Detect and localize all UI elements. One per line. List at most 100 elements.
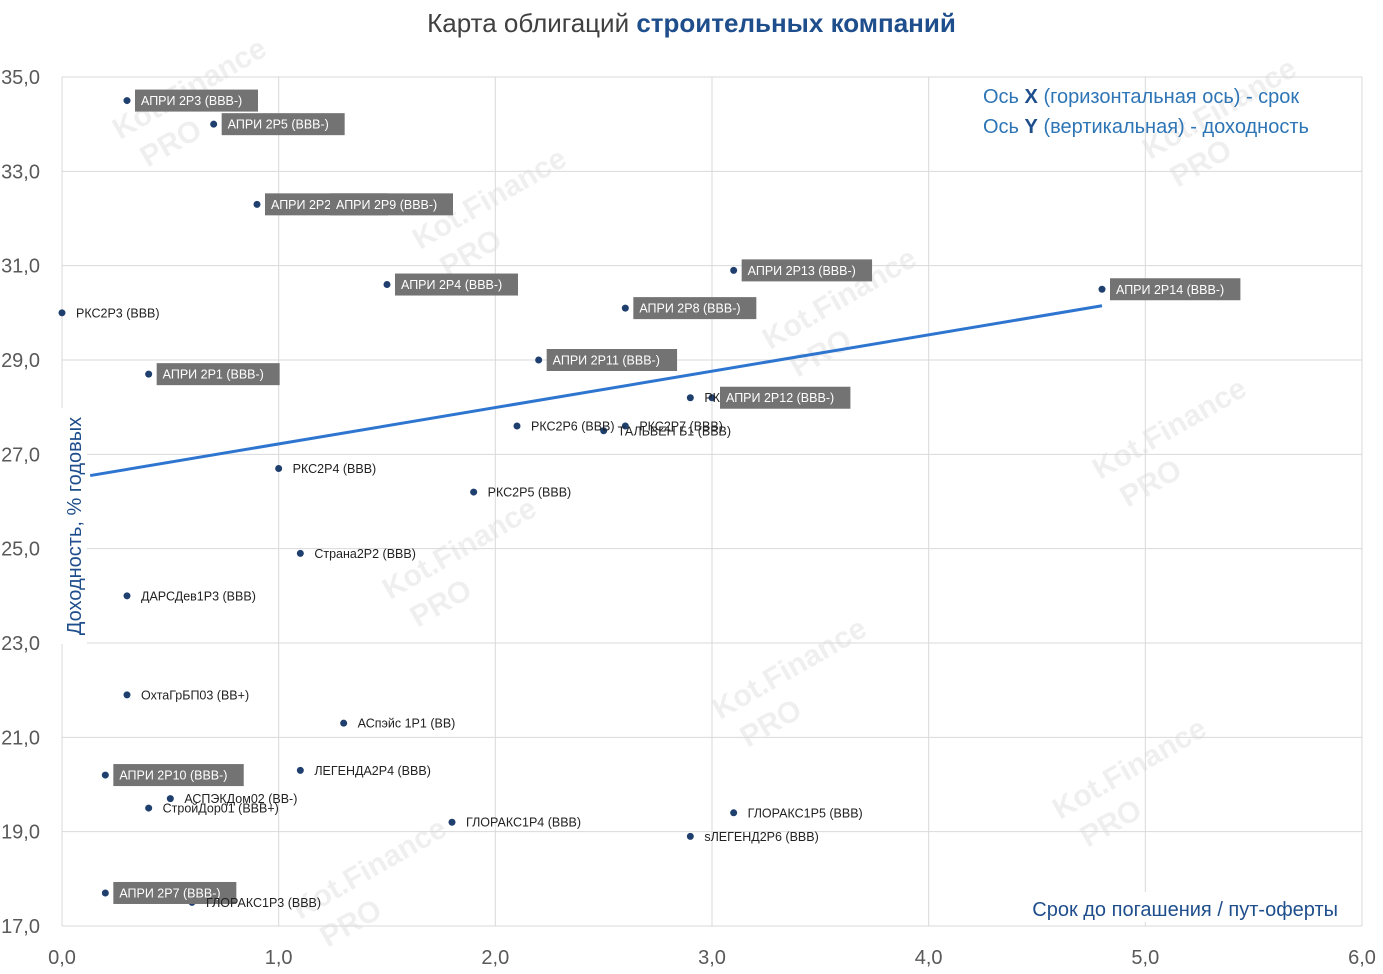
data-label: АПРИ 2Р12 (BBB-) (726, 391, 834, 405)
trend-line (89, 304, 1103, 478)
data-point (101, 771, 109, 779)
data-point (145, 804, 153, 812)
data-label-box (633, 297, 757, 320)
data-label: sЛЕГЕНД2Р6 (BBB) (704, 830, 818, 844)
data-label: АПРИ 2Р9 (BBB-) (336, 198, 437, 212)
y-axis-title-bg (61, 408, 87, 644)
data-label-box (741, 259, 873, 282)
chart-title-part2: строительных компаний (636, 8, 956, 38)
data-point (210, 120, 218, 128)
data-point (513, 422, 521, 430)
x-tick-label: 5,0 (1131, 947, 1159, 969)
data-label: ОхтаГрБП03 (BB+) (141, 688, 249, 702)
data-point (686, 394, 694, 402)
y-tick-label: 19,0 (1, 822, 40, 844)
x-tick-label: 1,0 (265, 947, 293, 969)
data-label: АПРИ 2Р8 (BBB-) (639, 302, 740, 316)
y-tick-label: 33,0 (1, 161, 40, 183)
data-label-box (156, 363, 280, 386)
data-point (101, 889, 109, 897)
data-point (621, 422, 629, 430)
data-label: АПРИ 2Р1 (BBB-) (163, 368, 264, 382)
data-point (275, 464, 283, 472)
data-point (340, 719, 348, 727)
x-axis-ticks: 0,0 1,0 2,0 3,0 4,0 5,0 6,0 (48, 947, 1376, 969)
data-label: РКС2Р3 (BBB) (76, 306, 160, 320)
grid-lines (61, 76, 1363, 927)
data-point (145, 370, 153, 378)
data-label: АПРИ 2Р5 (BBB-) (228, 118, 329, 132)
data-label: СтройДор01 (BBB+) (163, 802, 279, 816)
data-label: Страна2Р2 (BBB) (314, 547, 416, 561)
data-label-box (546, 349, 678, 371)
data-point (253, 200, 261, 208)
y-tick-label: 25,0 (1, 539, 40, 561)
data-label-box (1110, 278, 1241, 301)
data-label: АПРИ 2Р7 (BBB-) (119, 886, 220, 900)
x-tick-label: 6,0 (1348, 947, 1376, 969)
data-label: ТАЛЬВЕН Б1 (BBB) (618, 424, 731, 438)
data-point (621, 304, 629, 312)
data-point (58, 309, 66, 317)
data-point (383, 281, 391, 289)
data-label: АПРИ 2Р10 (BBB-) (119, 769, 227, 783)
data-point (708, 394, 716, 402)
y-tick-label: 35,0 (1, 67, 40, 89)
y-tick-label: 29,0 (1, 350, 40, 372)
data-point (296, 549, 304, 557)
data-label-box (395, 273, 518, 296)
data-point (470, 488, 478, 496)
data-label: АПРИ 2Р13 (BBB-) (748, 264, 856, 278)
y-tick-label: 31,0 (1, 256, 40, 278)
data-label: АСПЭКДом02 (BB-) (184, 792, 297, 806)
y-axis-title: Доходность, % годовых (64, 417, 86, 635)
data-label: ДАРСДев1Р3 (BBB) (141, 589, 256, 603)
x-tick-label: 3,0 (698, 947, 726, 969)
data-label: РКС2Р4 (BBB) (293, 462, 377, 476)
data-point (1098, 285, 1106, 293)
data-label: ГЛОРАКС1Р5 (BBB) (748, 806, 863, 820)
data-label: АПРИ 2Р3 (BBB-) (141, 94, 242, 108)
axis-note-y: Ось Y (вертикальная) - доходность (983, 116, 1309, 138)
data-label-box (113, 764, 244, 787)
y-axis-ticks: 17,0 19,0 21,0 23,0 25,0 27,0 29,0 31,0 33,0 35,0 (1, 67, 40, 938)
data-point (686, 832, 694, 840)
data-point (448, 818, 456, 826)
y-tick-label: 17,0 (1, 916, 40, 938)
y-tick-label: 21,0 (1, 727, 40, 749)
axis-note-x: Ось X (горизонтальная ось) - срок (983, 86, 1299, 108)
x-tick-label: 4,0 (915, 947, 943, 969)
y-axis-title-group: Доходность, % годовых (61, 408, 87, 644)
data-point (166, 795, 174, 803)
data-point (123, 97, 131, 105)
data-point (535, 356, 543, 364)
data-label: АПРИ 2Р11 (BBB-) (553, 354, 660, 368)
data-labels: АПРИ 2Р3 (BBB-)АПРИ 2Р5 (BBB-)АПРИ 2Р2 (… (76, 89, 1241, 910)
data-point (600, 427, 608, 435)
y-tick-label: 23,0 (1, 633, 40, 655)
data-label-box (221, 113, 345, 136)
data-label: ГЛОРАКС1Р3 (BBB) (206, 896, 321, 910)
chart-title: Карта облигаций строительных компаний (0, 8, 1383, 39)
data-label: РКС2Р7 (BBB) (639, 420, 723, 434)
x-axis-title-bg (1008, 892, 1344, 922)
data-label: АСпэйс 1Р1 (BB) (358, 717, 456, 731)
data-point (123, 691, 131, 699)
x-tick-label: 2,0 (481, 947, 509, 969)
data-label: РКС2Р5 (BBB) (488, 486, 572, 500)
data-point (296, 766, 304, 774)
data-point (730, 266, 738, 274)
data-label-box (720, 386, 851, 409)
data-label-box (113, 881, 237, 904)
data-label: РКС2Р6 (BBB) (531, 420, 615, 434)
data-label-box (135, 89, 258, 112)
data-label: АПРИ 2Р14 (BBB-) (1116, 283, 1224, 297)
x-tick-label: 0,0 (48, 947, 76, 969)
data-label: ЛЕГЕНДА2Р4 (BBB) (314, 764, 431, 778)
data-label: ГЛОРАКС1Р4 (BBB) (466, 816, 581, 830)
data-label: АПРИ 2Р4 (BBB-) (401, 278, 502, 292)
x-axis-title: Срок до погашения / пут-оферты (1032, 899, 1338, 921)
chart-title-part1: Карта облигаций (427, 8, 637, 38)
